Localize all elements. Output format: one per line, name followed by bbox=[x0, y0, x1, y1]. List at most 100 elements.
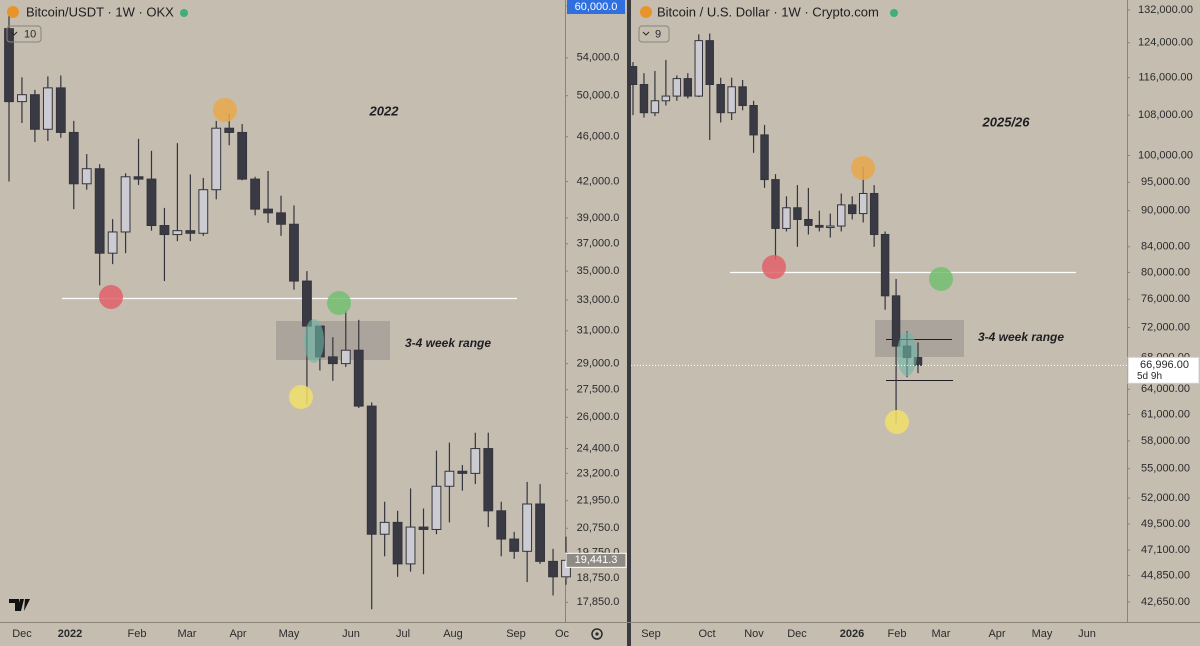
candle-down bbox=[133, 176, 144, 180]
candle-up bbox=[405, 526, 416, 565]
settings-icon-center bbox=[595, 632, 599, 636]
x-tick-label: Mar bbox=[932, 628, 951, 640]
y-tick-label: 27,500.0 bbox=[577, 384, 620, 396]
y-tick-label: 49,500.00 bbox=[1141, 518, 1190, 530]
y-tick-label: 54,000.0 bbox=[577, 52, 620, 64]
candle-up bbox=[694, 40, 703, 97]
chart-title: Bitcoin / U.S. Dollar · 1W · Crypto.com bbox=[657, 4, 879, 19]
y-tick-label: 80,000.00 bbox=[1141, 266, 1190, 278]
x-tick-label: Jun bbox=[342, 628, 360, 640]
y-tick-label: 47,100.00 bbox=[1141, 544, 1190, 556]
y-tick-label: 52,000.00 bbox=[1141, 492, 1190, 504]
x-tick-label: Apr bbox=[988, 628, 1005, 640]
y-tick-label: 26,000.0 bbox=[577, 411, 620, 423]
status-dot bbox=[180, 9, 188, 17]
x-tick-label: Dec bbox=[12, 628, 32, 640]
x-tick-label: Sep bbox=[506, 628, 526, 640]
badge-box[interactable] bbox=[638, 25, 670, 43]
y-tick-label: 35,000.0 bbox=[577, 265, 620, 277]
x-tick-label: Feb bbox=[128, 628, 147, 640]
x-tick-label: Jun bbox=[1078, 628, 1096, 640]
candle-down bbox=[457, 470, 468, 474]
chart-title: Bitcoin/USDT · 1W · OKX bbox=[26, 4, 174, 19]
y-tick-label: 76,000.00 bbox=[1141, 293, 1190, 305]
candle-down bbox=[848, 204, 857, 215]
candle-down bbox=[237, 131, 248, 180]
candle-down bbox=[224, 127, 235, 133]
status-dot bbox=[890, 9, 898, 17]
marker-red bbox=[99, 285, 123, 309]
x-tick-label: Jul bbox=[396, 628, 410, 640]
candle-down bbox=[496, 510, 507, 540]
y-tick-label: 29,000.0 bbox=[577, 358, 620, 370]
candle-down bbox=[418, 526, 429, 530]
settings-icon[interactable] bbox=[591, 628, 603, 640]
candle-down bbox=[535, 503, 545, 562]
candle-down bbox=[289, 223, 299, 282]
x-tick-label: 2026 bbox=[840, 628, 864, 640]
y-tick-label: 95,000.00 bbox=[1141, 176, 1190, 188]
candle-up bbox=[198, 189, 209, 234]
x-tick-label: Apr bbox=[229, 628, 246, 640]
candle-up bbox=[211, 127, 222, 191]
badge: 9 bbox=[655, 28, 661, 40]
x-tick-label: May bbox=[1032, 628, 1053, 640]
candle-up bbox=[17, 94, 27, 103]
candle-up bbox=[431, 485, 442, 530]
marker-red bbox=[762, 255, 786, 279]
candle-down bbox=[30, 94, 40, 130]
candle-up bbox=[522, 503, 533, 552]
candle-down bbox=[353, 349, 364, 407]
y-tick-label: 37,000.0 bbox=[577, 238, 620, 250]
tv-logo[interactable] bbox=[9, 599, 30, 611]
marker-teal bbox=[897, 332, 917, 376]
marker-yellow bbox=[289, 385, 313, 409]
candle-up bbox=[858, 192, 868, 215]
candle-down bbox=[793, 207, 802, 220]
candle-down bbox=[738, 86, 747, 107]
y-tick-label: 46,000.0 bbox=[577, 131, 620, 143]
price-box bbox=[1127, 356, 1200, 384]
annotation: 3-4 week range bbox=[405, 336, 491, 350]
y-tick-label: 42,000.0 bbox=[577, 175, 620, 187]
last-price: 66,996.00 bbox=[1140, 359, 1189, 371]
candle-up bbox=[826, 225, 835, 229]
panel-divider bbox=[627, 0, 631, 646]
y-tick-label: 108,000.00 bbox=[1138, 109, 1193, 121]
candle-up bbox=[650, 100, 660, 114]
candle-up bbox=[42, 87, 53, 130]
candle-up bbox=[107, 231, 118, 254]
marker-teal bbox=[304, 319, 324, 363]
candle-down bbox=[55, 87, 66, 133]
candle-down bbox=[263, 208, 273, 214]
y-tick-label: 55,000.00 bbox=[1141, 463, 1190, 475]
badge-box[interactable] bbox=[6, 25, 42, 43]
candle-down bbox=[94, 168, 105, 254]
candle-down bbox=[159, 225, 170, 236]
candle-down bbox=[815, 224, 824, 228]
candle-down bbox=[68, 131, 79, 185]
candle-down bbox=[185, 230, 196, 234]
candle-up bbox=[172, 230, 183, 236]
candle-down bbox=[4, 28, 14, 103]
candle-down bbox=[639, 84, 649, 114]
y-tick-label: 31,000.0 bbox=[577, 325, 620, 337]
x-tick-label: Oc bbox=[555, 628, 570, 640]
candle-down bbox=[509, 538, 520, 552]
y-tick-label: 84,000.00 bbox=[1141, 241, 1190, 253]
marker-green bbox=[327, 291, 351, 315]
marker-green bbox=[929, 267, 953, 291]
y-tick-label: 20,750.0 bbox=[577, 522, 620, 534]
x-tick-label: Oct bbox=[698, 628, 715, 640]
candle-down bbox=[880, 233, 890, 297]
x-tick-label: Nov bbox=[744, 628, 764, 640]
candle-up bbox=[379, 521, 390, 535]
y-tick-label: 100,000.00 bbox=[1138, 149, 1193, 161]
candle-down bbox=[804, 218, 813, 226]
candle-down bbox=[327, 356, 338, 365]
candle-down bbox=[771, 179, 780, 229]
y-tick-label: 39,000.0 bbox=[577, 212, 620, 224]
candle-up bbox=[340, 349, 351, 365]
x-tick-label: Dec bbox=[787, 628, 807, 640]
